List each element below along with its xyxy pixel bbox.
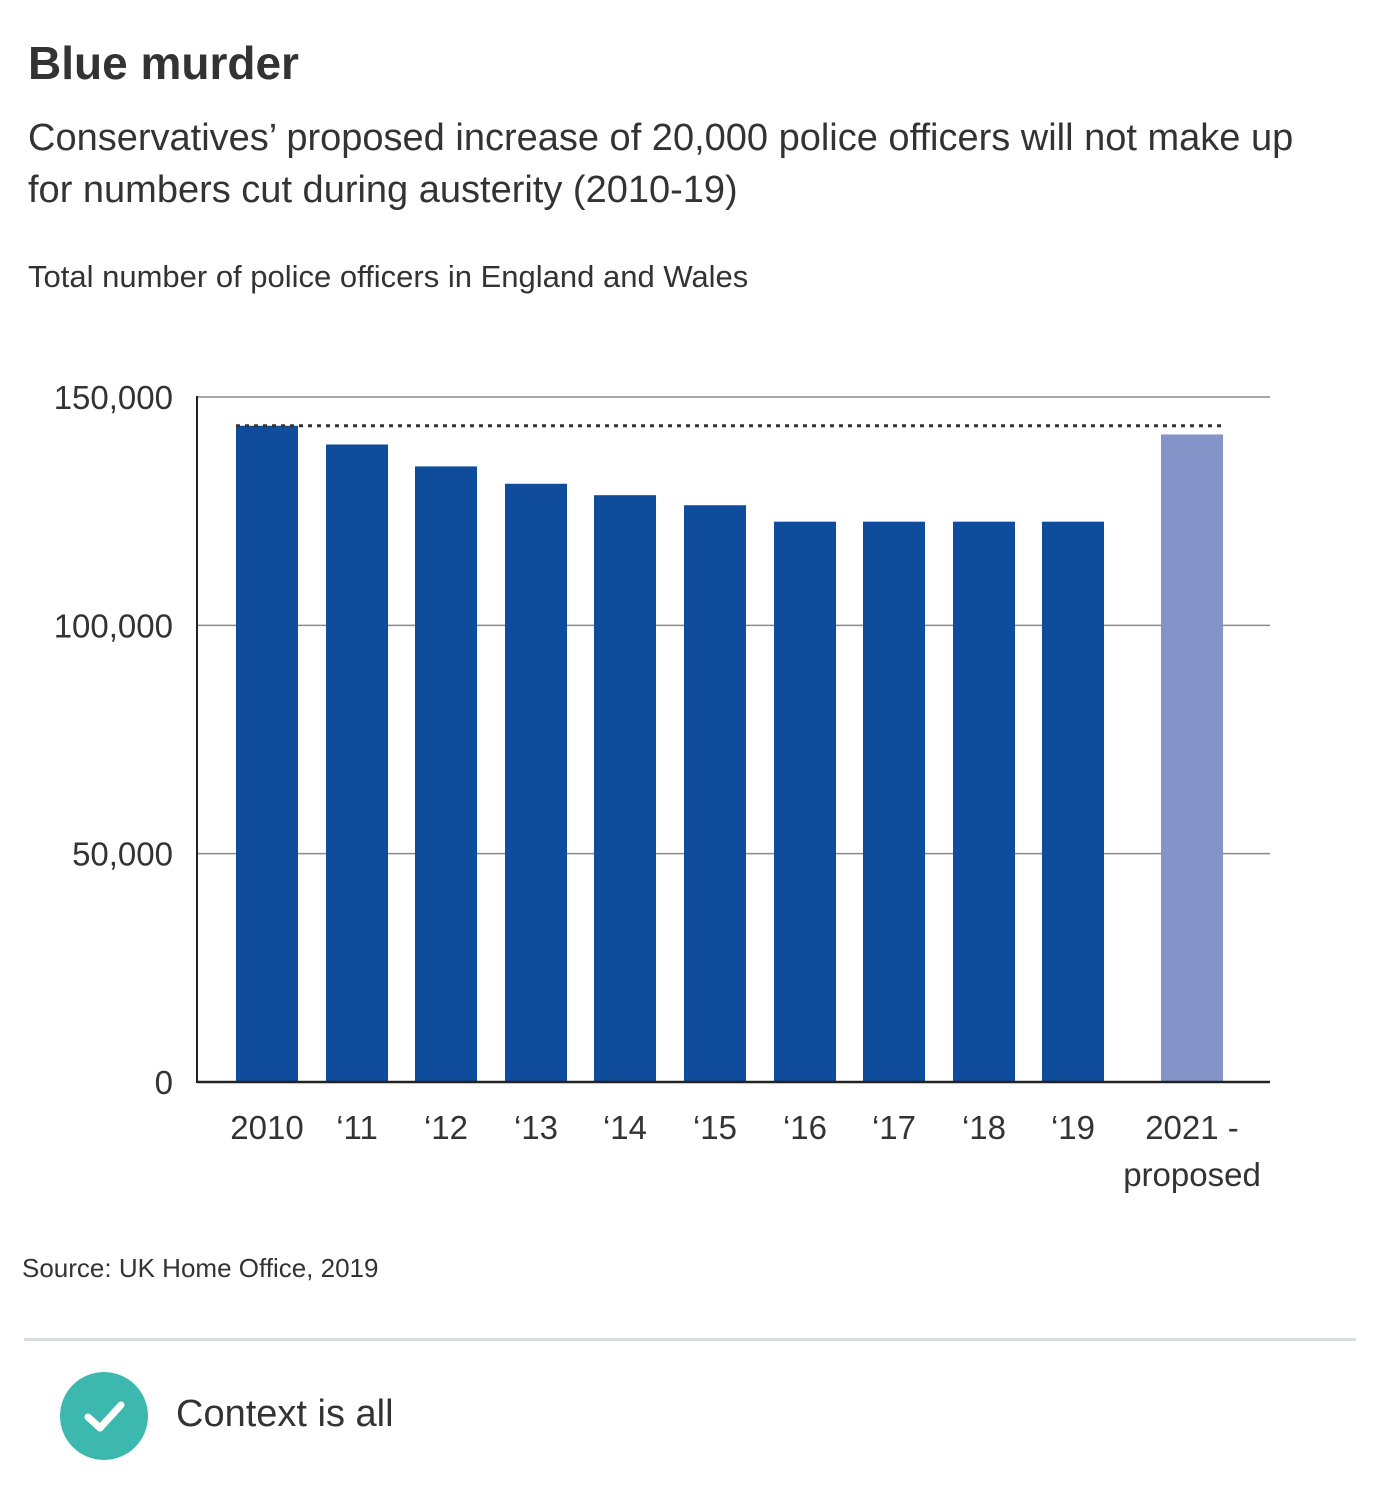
x-tick-label: 2021 -proposed [1123,1109,1261,1193]
x-tick-label: ‘15 [693,1109,737,1146]
divider [24,1338,1356,1341]
tick-labels: 0 50,000 100,000 150,000 2010 ‘11 ‘12 ‘13 ‘14 ‘15… [54,379,1261,1193]
y-tick-label: 50,000 [72,836,173,873]
check-icon [84,1401,125,1432]
x-tick-label: 2010 [230,1109,303,1146]
bar-8 [953,521,1015,1082]
bar-5 [684,505,746,1083]
x-tick-label: ‘19 [1051,1109,1095,1146]
chart-title: Blue murder [28,37,299,89]
y-tick-label: 150,000 [54,379,173,416]
y-tick-label: 100,000 [54,607,173,644]
axes [196,396,1270,1084]
x-tick-label: ‘11 [336,1109,378,1146]
bar-9 [1042,521,1104,1082]
context-label: Context is all [176,1393,394,1435]
x-tick-label: ‘17 [872,1109,916,1146]
bar-10 [1161,434,1223,1082]
source-note: Source: UK Home Office, 2019 [22,1253,379,1283]
context-badge [60,1372,148,1460]
x-tick-label: ‘13 [514,1109,558,1146]
y-tick-label: 0 [155,1064,173,1101]
bar-6 [774,521,836,1082]
x-tick-label: ‘16 [783,1109,827,1146]
y-axis-caption: Total number of police officers in Engla… [28,259,749,294]
bar-chart: 0 50,000 100,000 150,000 2010 ‘11 ‘12 ‘13 ‘14 ‘15… [54,379,1270,1193]
x-tick-label: ‘18 [962,1109,1006,1146]
x-tick-label: ‘14 [603,1109,647,1146]
bar-7 [863,521,925,1082]
bar-1 [326,444,388,1082]
x-tick-label: ‘12 [424,1109,468,1146]
bar-3 [505,483,567,1082]
chart-subtitle: Conservatives’ proposed increase of 20,0… [28,117,1294,211]
bar-2 [415,466,477,1082]
bar-0 [236,425,298,1082]
bars [236,425,1223,1083]
bar-4 [594,495,656,1082]
